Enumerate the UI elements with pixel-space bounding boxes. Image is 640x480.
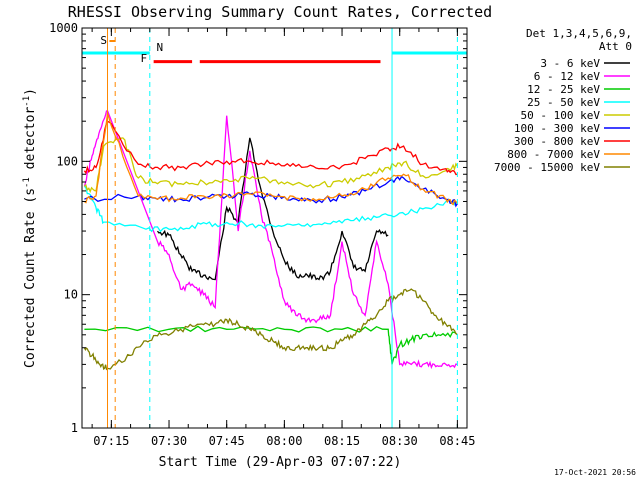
x-tick-label: 08:30 <box>382 434 418 448</box>
series-line <box>83 137 458 194</box>
plot-frame <box>81 27 468 429</box>
series-line <box>156 137 389 281</box>
legend-label: 100 - 300 keV <box>514 122 600 135</box>
series-line <box>84 325 458 365</box>
s-annotation-label: S <box>100 34 107 47</box>
legend-label: 800 - 7000 keV <box>507 148 600 161</box>
legend-label: 3 - 6 keV <box>540 57 600 70</box>
footer-timestamp: 17-Oct-2021 20:56 <box>554 468 636 477</box>
chart-title: RHESSI Observing Summary Count Rates, Co… <box>68 3 492 21</box>
y-tick-label: 1000 <box>49 21 78 35</box>
legend-label: 25 - 50 keV <box>527 96 600 109</box>
y-axis-label: Corrected Count Rate (s-1 detector-1) <box>22 88 38 368</box>
x-tick-label: 08:00 <box>266 434 302 448</box>
y-tick-label: 1 <box>71 421 78 435</box>
y-tick-label: 100 <box>56 154 78 168</box>
series-line <box>84 175 458 208</box>
series-line <box>83 185 458 233</box>
x-tick-label: 07:45 <box>209 434 245 448</box>
series-line <box>83 109 458 370</box>
x-tick-label: 07:30 <box>151 434 187 448</box>
legend-label: 6 - 12 keV <box>534 70 601 83</box>
x-tick-label: 07:15 <box>93 434 129 448</box>
x-axis-label: Start Time (29-Apr-03 07:07:22) <box>159 455 402 470</box>
legend-label: 300 - 800 keV <box>514 135 600 148</box>
x-tick-label: 08:45 <box>439 434 475 448</box>
x-axis: 07:15 07:30 07:45 08:00 08:15 08:30 08:45 <box>91 28 475 448</box>
legend-label: 50 - 100 keV <box>521 109 601 122</box>
y-tick-label: 10 <box>64 288 78 302</box>
legend-label: 12 - 25 keV <box>527 83 600 96</box>
series-line <box>84 112 458 206</box>
legend-header-2: Att 0 <box>599 40 632 53</box>
annotation-layer <box>82 28 467 428</box>
legend-label: 7000 - 15000 keV <box>494 161 600 174</box>
y-axis: 1 10 100 1000 <box>49 21 467 435</box>
n-annotation-label: N <box>156 41 163 54</box>
series-layer <box>83 109 458 371</box>
f-annotation-label: F <box>140 52 147 65</box>
legend-header-1: Det 1,3,4,5,6,9, <box>526 27 632 40</box>
x-tick-label: 08:15 <box>324 434 360 448</box>
series-line <box>83 120 458 176</box>
series-line <box>83 288 458 371</box>
